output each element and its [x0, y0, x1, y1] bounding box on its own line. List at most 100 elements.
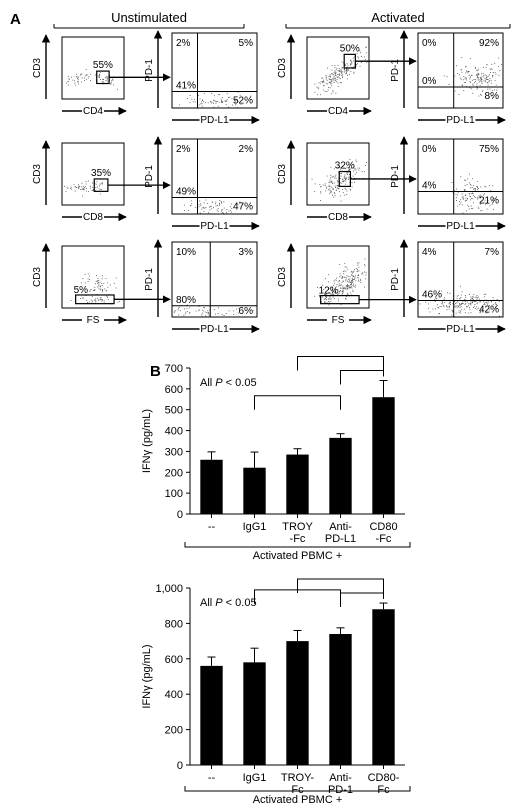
- scatter-point: [480, 186, 482, 188]
- scatter-point: [344, 65, 346, 66]
- scatter-point: [486, 78, 488, 80]
- scatter-point: [484, 302, 485, 304]
- scatter-point: [353, 283, 354, 285]
- scatter-point: [487, 302, 489, 304]
- category-label: Anti-: [329, 772, 352, 784]
- scatter-point: [471, 208, 473, 209]
- scatter-point: [344, 176, 346, 178]
- scatter-point: [341, 277, 343, 279]
- scatter-point: [459, 77, 461, 79]
- scatter-point: [217, 313, 219, 314]
- scatter-point: [337, 82, 339, 84]
- scatter-point: [328, 184, 330, 186]
- scatter-point: [356, 271, 358, 272]
- scatter-point: [65, 190, 67, 192]
- scatter-point: [100, 79, 101, 80]
- scatter-point: [203, 310, 205, 312]
- scatter-point: [334, 177, 336, 179]
- x-axis-label: PD-L1: [446, 324, 475, 335]
- scatter-point: [208, 313, 210, 315]
- scatter-point: [117, 88, 118, 90]
- scatter-point: [345, 177, 347, 179]
- scatter-point: [462, 300, 464, 302]
- scatter-point: [480, 94, 481, 95]
- scatter-point: [87, 278, 89, 280]
- scatter-point: [341, 72, 343, 74]
- scatter-point: [336, 76, 338, 78]
- scatter-point: [470, 300, 472, 302]
- scatter-point: [237, 312, 239, 314]
- scatter-point: [338, 77, 340, 79]
- quadrant-plot: 2% 5%41%52%PD-1PD-L1: [144, 30, 260, 126]
- scatter-point: [193, 99, 195, 101]
- y-axis-label: CD3: [32, 267, 43, 287]
- scatter-point: [344, 288, 346, 290]
- scatter-point: [352, 276, 354, 278]
- scatter-point: [478, 79, 480, 81]
- scatter-point: [70, 187, 71, 189]
- scatter-point: [457, 192, 459, 194]
- scatter-point: [224, 100, 226, 102]
- scatter-point: [87, 273, 89, 275]
- scatter-point: [471, 187, 473, 188]
- scatter-point: [483, 201, 485, 203]
- scatter-point: [340, 168, 341, 170]
- scatter-point: [349, 163, 351, 165]
- scatter-point: [99, 286, 101, 288]
- scatter-point: [438, 313, 440, 315]
- x-axis-label-mask: [327, 105, 349, 116]
- scatter-point: [332, 296, 334, 298]
- scatter-point: [455, 302, 456, 304]
- scatter-point: [96, 281, 98, 283]
- scatter-point: [84, 186, 86, 187]
- scatter-point: [205, 207, 207, 208]
- scatter-point: [209, 206, 210, 208]
- scatter-point: [479, 81, 480, 83]
- scatter-point: [336, 187, 338, 189]
- scatter-point: [112, 79, 114, 81]
- scatter-point: [350, 61, 352, 62]
- scatter-point: [325, 78, 327, 80]
- annotation-text: < 0.05: [223, 597, 257, 609]
- scatter-point: [355, 65, 357, 67]
- scatter-point: [484, 78, 486, 79]
- scatter-point: [464, 82, 466, 83]
- scatter-point: [444, 297, 446, 299]
- scatter-point: [89, 275, 90, 277]
- scatter-point: [365, 274, 367, 276]
- scatter-point: [485, 302, 487, 303]
- bar: [372, 609, 395, 765]
- scatter-point: [91, 186, 93, 188]
- scatter-point: [483, 294, 485, 295]
- scatter-point: [231, 104, 233, 106]
- scatter-point: [337, 281, 339, 283]
- scatter-point: [205, 102, 207, 104]
- scatter-point: [332, 292, 333, 294]
- scatter-point: [91, 302, 93, 304]
- scatter-point: [319, 295, 321, 297]
- scatter-point: [352, 279, 353, 281]
- scatter-point: [479, 197, 481, 198]
- scatter-point: [490, 190, 492, 192]
- scatter-point: [365, 165, 366, 167]
- scatter-point: [356, 277, 358, 279]
- scatter-point: [341, 293, 343, 295]
- scatter-point: [459, 304, 461, 306]
- scatter-point: [85, 188, 87, 189]
- scatter-point: [342, 71, 344, 73]
- scatter-point: [473, 294, 475, 295]
- scatter-point: [85, 181, 87, 182]
- scatter-point: [225, 100, 227, 102]
- scatter-point: [347, 178, 349, 180]
- scatter-point: [469, 76, 471, 78]
- scatter-point: [333, 290, 335, 292]
- scatter-point: [349, 181, 351, 183]
- scatter-point: [492, 72, 494, 73]
- scatter-point: [429, 311, 431, 313]
- scatter-point: [448, 305, 450, 307]
- scatter-point: [99, 77, 100, 78]
- scatter-point: [183, 204, 185, 206]
- scatter-point: [459, 306, 461, 308]
- scatter-point: [355, 275, 356, 277]
- scatter-point: [345, 188, 347, 190]
